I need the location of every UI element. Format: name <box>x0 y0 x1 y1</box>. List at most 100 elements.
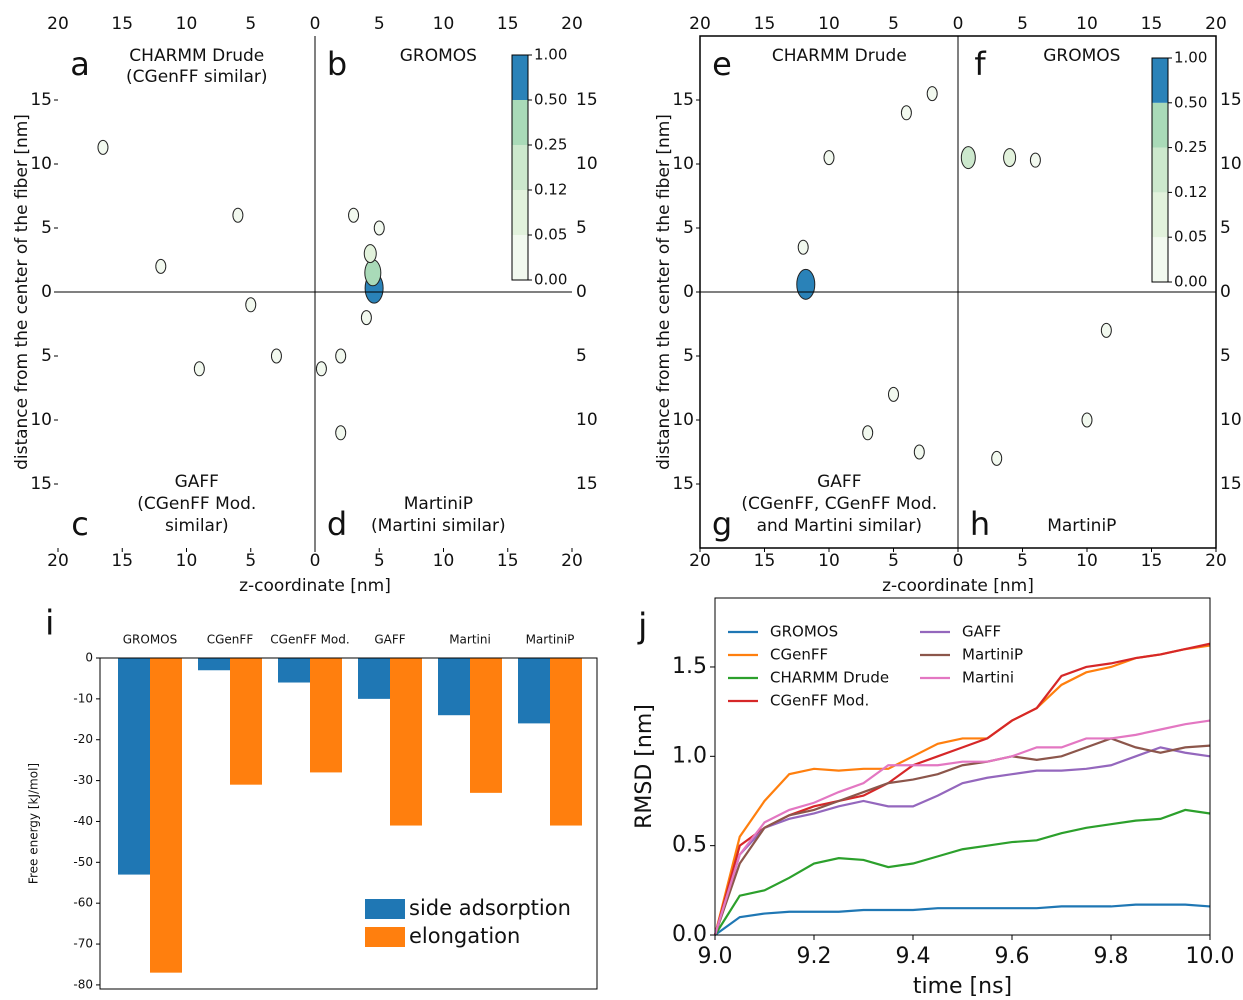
density-region <box>796 268 816 300</box>
colorbar-label: 0.05 <box>534 226 567 244</box>
x-tick-label-top: 20 <box>1205 14 1227 34</box>
x-tick-label-top: 5 <box>245 14 256 34</box>
colorbar-band <box>1152 147 1168 193</box>
plot-frame <box>714 597 1211 936</box>
x-tick-label: 9.2 <box>797 944 832 969</box>
density-region <box>193 361 205 377</box>
quadrant-label: (Martini similar) <box>371 516 506 536</box>
y-tick-label: -60 <box>73 896 93 910</box>
y-tick-label: 10 <box>30 410 52 430</box>
panel-letter: h <box>970 505 990 543</box>
x-tick-label: 20 <box>689 551 711 571</box>
bar <box>198 658 230 671</box>
legend-swatch <box>365 927 405 947</box>
series-line <box>713 746 1211 936</box>
x-tick-label: 10 <box>176 551 198 571</box>
y-axis-label: Free energy [kJ/mol] <box>27 763 41 884</box>
y-tick-label: 0 <box>85 651 93 665</box>
y-tick-label: -50 <box>73 855 93 869</box>
x-tick-label: 10 <box>1076 551 1098 571</box>
y-tick-label: 5 <box>41 218 52 238</box>
y-tick-label: 0.5 <box>672 833 707 858</box>
quadrant-label: CHARMM Drude <box>129 46 264 66</box>
x-tick-label: 9.6 <box>995 944 1030 969</box>
y-axis-label: distance from the center of the fiber [n… <box>12 114 32 470</box>
x-tick-label: 15 <box>497 551 519 571</box>
x-tick-label: 5 <box>1017 551 1028 571</box>
x-tick-label: 9.0 <box>698 944 733 969</box>
y-tick-label-right: 10 <box>576 410 598 430</box>
panel-letter: e <box>712 45 732 83</box>
density-region <box>823 150 835 166</box>
x-tick-label: 20 <box>561 551 583 571</box>
colorbar-frame <box>1151 57 1169 283</box>
y-tick-label: -40 <box>73 814 93 828</box>
colorbar-frame <box>511 54 529 281</box>
density-region <box>360 310 372 326</box>
y-tick-label-right: 5 <box>576 218 587 238</box>
x-tick-label-top: 5 <box>888 14 899 34</box>
quadrant-label: MartiniP <box>404 494 473 514</box>
colorbar-band <box>1152 237 1168 282</box>
legend-label: CGenFF Mod. <box>770 692 869 710</box>
density-region <box>363 244 377 264</box>
density-region <box>1003 148 1017 168</box>
y-tick-label-right: 5 <box>576 346 587 366</box>
legend-label: CHARMM Drude <box>770 669 889 687</box>
colorbar-band <box>1152 58 1168 103</box>
panel-letter: d <box>327 505 347 543</box>
density-region <box>900 105 912 121</box>
colorbar-label: 0.25 <box>534 136 567 154</box>
y-tick-label: 1.5 <box>672 654 707 679</box>
colorbar-label: 0.05 <box>1174 228 1207 246</box>
colorbar-band <box>512 55 528 100</box>
y-tick-label: 10 <box>30 154 52 174</box>
legend-swatch <box>365 899 405 919</box>
x-tick-label: 9.8 <box>1094 944 1129 969</box>
x-tick-label: 15 <box>1141 551 1163 571</box>
quadrant-label: CHARMM Drude <box>772 46 907 66</box>
quadrant-label: MartiniP <box>1047 516 1116 536</box>
x-tick-label: 10 <box>433 551 455 571</box>
category-label: GAFF <box>374 633 405 647</box>
panel-letter: g <box>712 505 732 543</box>
y-tick-label: 10 <box>672 410 694 430</box>
y-tick-label: 0.0 <box>672 922 707 947</box>
series-line <box>713 737 1211 936</box>
bar <box>278 658 310 683</box>
y-tick-label: 15 <box>30 474 52 494</box>
x-tick-label: 15 <box>111 551 133 571</box>
density-region <box>1100 322 1112 338</box>
category-label: MartiniP <box>526 633 575 647</box>
x-tick-label-top: 15 <box>1141 14 1163 34</box>
x-tick-label: 5 <box>245 551 256 571</box>
colorbar-band <box>512 145 528 190</box>
density-region <box>373 220 385 236</box>
y-tick-label: 15 <box>672 90 694 110</box>
quadrant-label: similar) <box>165 516 229 536</box>
quadrant-label: GROMOS <box>400 46 477 66</box>
x-tick-label-top: 0 <box>953 14 964 34</box>
density-region <box>232 207 244 223</box>
x-tick-label-top: 15 <box>754 14 776 34</box>
x-tick-label: 9.4 <box>896 944 931 969</box>
x-tick-label-top: 20 <box>561 14 583 34</box>
legend-label: GAFF <box>962 623 1001 641</box>
y-tick-label-right: 10 <box>1220 154 1242 174</box>
y-tick-label: -80 <box>73 977 93 991</box>
colorbar-label: 0.50 <box>1174 93 1207 111</box>
colorbar-band <box>512 100 528 145</box>
category-label: Martini <box>449 633 491 647</box>
legend-label: GROMOS <box>770 623 838 641</box>
panel-letter: c <box>71 505 89 543</box>
y-tick-label: -20 <box>73 732 93 746</box>
x-tick-label: 10 <box>818 551 840 571</box>
x-tick-label-top: 15 <box>497 14 519 34</box>
y-tick-label: -10 <box>73 691 93 705</box>
x-tick-label-top: 0 <box>310 14 321 34</box>
x-tick-label-top: 20 <box>47 14 69 34</box>
density-region <box>862 425 874 441</box>
colorbar-label: 0.00 <box>1174 273 1207 291</box>
series-line <box>713 644 1211 936</box>
